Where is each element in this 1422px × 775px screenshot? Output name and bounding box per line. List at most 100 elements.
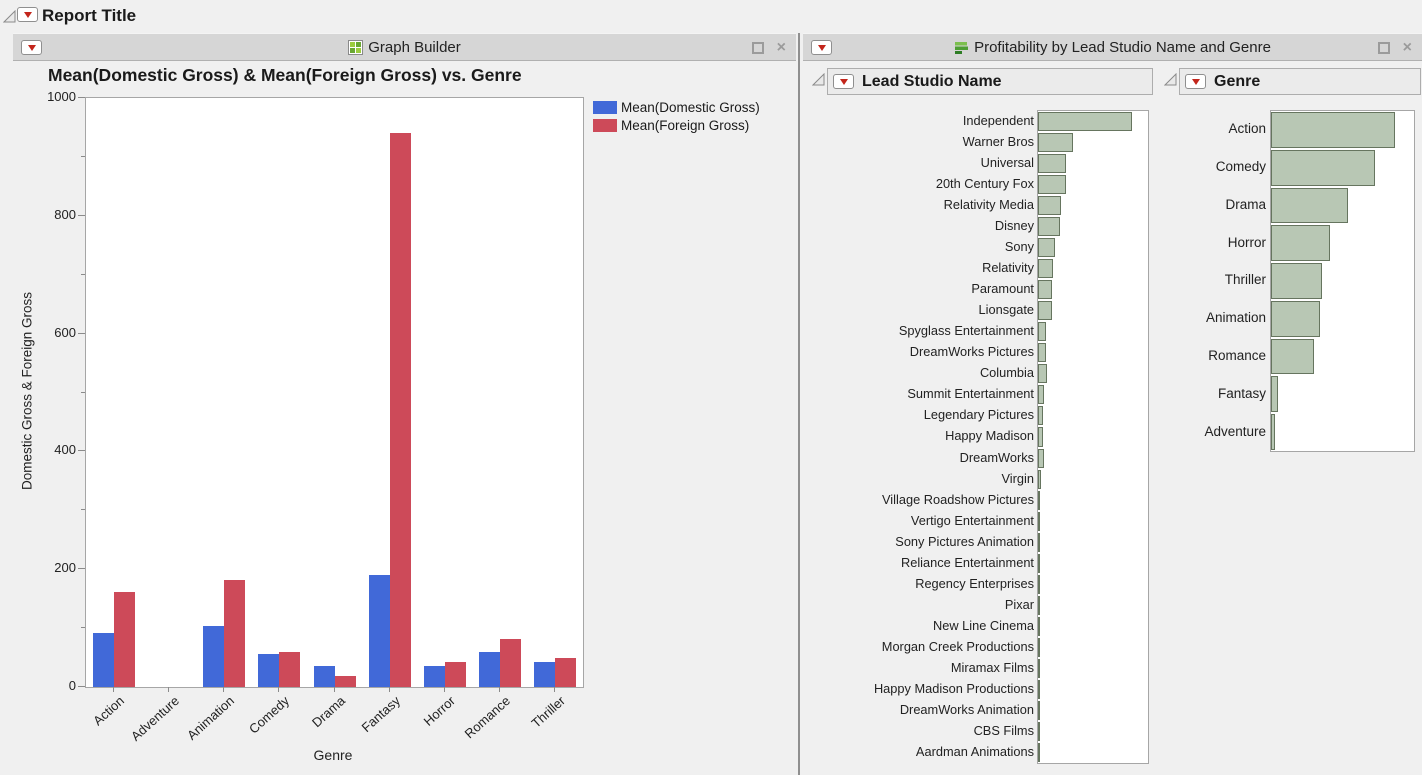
bar-thriller-domestic[interactable] xyxy=(534,662,556,687)
profitability-close-button[interactable]: × xyxy=(1402,39,1412,56)
genre-plot-area[interactable] xyxy=(1270,110,1415,452)
genre-bar-fantasy[interactable] xyxy=(1271,376,1279,413)
lead-studio-plot-area[interactable] xyxy=(1037,110,1149,764)
bar-horror-foreign[interactable] xyxy=(444,662,466,687)
studio-bar-universal[interactable] xyxy=(1038,154,1066,174)
studio-bar-morgan-creek-productions[interactable] xyxy=(1038,637,1040,657)
profitability-menu-button[interactable] xyxy=(811,40,832,55)
studio-label: Relativity Media xyxy=(943,197,1034,213)
legend-swatch-domestic-icon xyxy=(593,100,617,114)
studio-bar-sony-pictures-animation[interactable] xyxy=(1038,532,1040,552)
profitability-maximize-button[interactable] xyxy=(1378,42,1390,54)
studio-bar-paramount[interactable] xyxy=(1038,280,1053,300)
graph-builder-titlebar[interactable]: Graph Builder × xyxy=(13,33,796,61)
profitability-titlebar[interactable]: Profitability by Lead Studio Name and Ge… xyxy=(803,33,1422,61)
report-menu-button[interactable] xyxy=(17,7,38,22)
studio-bar-happy-madison-productions[interactable] xyxy=(1038,679,1040,699)
genre-bar-thriller[interactable] xyxy=(1271,263,1323,299)
genre-bar-comedy[interactable] xyxy=(1271,149,1376,186)
studio-bar-dreamworks[interactable] xyxy=(1038,448,1045,468)
report-title: Report Title xyxy=(42,6,137,25)
x-axis-title[interactable]: Genre xyxy=(313,747,353,763)
panel-divider[interactable] xyxy=(798,33,800,775)
bar-horror-domestic[interactable] xyxy=(423,666,445,687)
genre-label: Action xyxy=(1228,121,1266,137)
studio-bar-vertigo-entertainment[interactable] xyxy=(1038,511,1040,531)
studio-bar-village-roadshow-pictures[interactable] xyxy=(1038,490,1040,510)
y-tick-mark xyxy=(81,155,85,157)
genre-bar-adventure[interactable] xyxy=(1271,414,1276,450)
graph-builder-close-button[interactable]: × xyxy=(776,39,786,56)
y-axis-title[interactable]: Domestic Gross & Foreign Gross xyxy=(19,291,35,491)
bar-animation-domestic[interactable] xyxy=(203,626,225,687)
graph-builder-menu-button[interactable] xyxy=(21,40,42,55)
bar-animation-foreign[interactable] xyxy=(224,580,246,687)
studio-bar-warner-bros[interactable] xyxy=(1038,133,1074,153)
genre-label: Animation xyxy=(1205,310,1266,326)
bar-drama-foreign[interactable] xyxy=(334,676,356,687)
legend-item-foreign[interactable]: Mean(Foreign Gross) xyxy=(593,116,760,134)
studio-bar-20th-century-fox[interactable] xyxy=(1038,175,1066,195)
genre-bar-horror[interactable] xyxy=(1271,225,1330,262)
studio-label: DreamWorks Pictures xyxy=(909,344,1034,360)
studio-label: Independent xyxy=(962,113,1034,129)
studio-bar-disney[interactable] xyxy=(1038,217,1060,237)
bar-drama-domestic[interactable] xyxy=(313,666,335,687)
bar-action-domestic[interactable] xyxy=(92,633,114,687)
genre-label: Thriller xyxy=(1224,272,1266,288)
lead-studio-menu-button[interactable] xyxy=(833,74,854,89)
bar-fantasy-domestic[interactable] xyxy=(368,575,390,687)
studio-bar-lionsgate[interactable] xyxy=(1038,301,1053,321)
studio-label: Universal xyxy=(980,155,1034,171)
genre-bar-romance[interactable] xyxy=(1271,338,1314,375)
genre-menu-button[interactable] xyxy=(1185,74,1206,89)
studio-bar-virgin[interactable] xyxy=(1038,469,1041,489)
studio-bar-cbs-films[interactable] xyxy=(1038,721,1040,741)
genre-bar-drama[interactable] xyxy=(1271,187,1349,224)
studio-bar-dreamworks-animation[interactable] xyxy=(1038,700,1040,720)
bar-action-foreign[interactable] xyxy=(113,592,135,687)
studio-bar-miramax-films[interactable] xyxy=(1038,658,1040,678)
studio-bar-happy-madison[interactable] xyxy=(1038,427,1043,447)
lead-studio-header[interactable]: Lead Studio Name xyxy=(827,68,1153,95)
studio-bar-aardman-animations[interactable] xyxy=(1038,742,1040,762)
graph-builder-maximize-button[interactable] xyxy=(752,42,764,54)
bar-comedy-foreign[interactable] xyxy=(279,652,301,687)
studio-bar-reliance-entertainment[interactable] xyxy=(1038,553,1040,573)
studio-bar-spyglass-entertainment[interactable] xyxy=(1038,322,1047,342)
studio-bar-summit-entertainment[interactable] xyxy=(1038,385,1045,405)
studio-bar-regency-enterprises[interactable] xyxy=(1038,574,1040,594)
bar-romance-foreign[interactable] xyxy=(500,638,522,687)
y-tick-mark xyxy=(81,627,85,629)
bar-fantasy-foreign[interactable] xyxy=(389,133,411,687)
studio-label: Morgan Creek Productions xyxy=(881,638,1034,654)
genre-header[interactable]: Genre xyxy=(1179,68,1421,95)
bar-romance-domestic[interactable] xyxy=(479,651,501,687)
y-tick-mark xyxy=(81,509,85,511)
studio-bar-independent[interactable] xyxy=(1038,112,1132,132)
report-disclosure-triangle-icon[interactable] xyxy=(3,10,16,23)
studio-bar-legendary-pictures[interactable] xyxy=(1038,406,1043,426)
x-tick-mark xyxy=(443,687,445,692)
studio-bar-relativity-media[interactable] xyxy=(1038,196,1062,216)
genre-bar-action[interactable] xyxy=(1271,112,1396,148)
studio-bar-columbia[interactable] xyxy=(1038,364,1047,384)
studio-bar-relativity[interactable] xyxy=(1038,259,1054,279)
bar-thriller-foreign[interactable] xyxy=(555,658,577,687)
bar-comedy-domestic[interactable] xyxy=(258,654,280,687)
studio-label: Miramax Films xyxy=(950,659,1034,675)
studio-label: Lionsgate xyxy=(978,302,1035,318)
legend-item-domestic[interactable]: Mean(Domestic Gross) xyxy=(593,98,760,116)
genre-bar-animation[interactable] xyxy=(1271,300,1320,337)
studio-bar-sony[interactable] xyxy=(1038,238,1055,258)
studio-bar-pixar[interactable] xyxy=(1038,595,1040,615)
genre-label: Drama xyxy=(1225,196,1266,212)
studio-bar-new-line-cinema[interactable] xyxy=(1038,616,1040,636)
graph-builder-plot-area[interactable] xyxy=(85,97,584,688)
genre-disclosure-triangle-icon[interactable] xyxy=(1164,73,1177,86)
studio-label: Sony xyxy=(1004,239,1034,255)
lead-studio-disclosure-triangle-icon[interactable] xyxy=(812,73,825,86)
studio-bar-dreamworks-pictures[interactable] xyxy=(1038,343,1047,363)
studio-label: Reliance Entertainment xyxy=(900,554,1034,570)
studio-label: CBS Films xyxy=(973,722,1034,738)
